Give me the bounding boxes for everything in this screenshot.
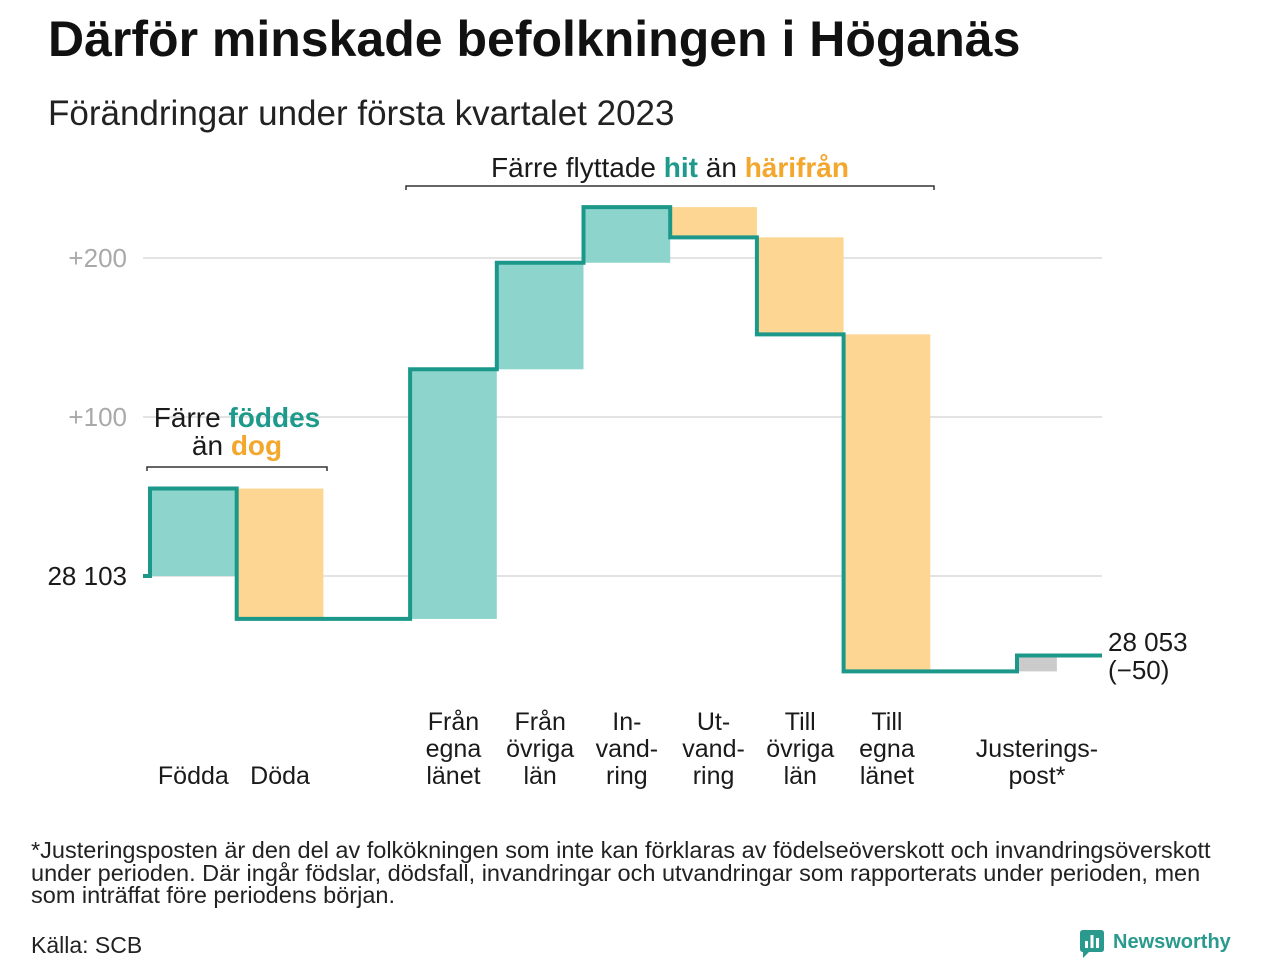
end-net-change: (−50) [1108,654,1170,685]
waterfall-bar [670,207,757,238]
cumulative-step-line [143,205,1102,674]
x-category-label: Ut- vand- ring [682,708,745,790]
waterfall-bar [843,334,931,672]
waterfall-bar [756,237,844,335]
annotation-highlight-decrease: härifrån [744,152,849,183]
end-value-label: 28 053 (−50) [1108,628,1188,684]
y-tick-label: +200 [68,243,127,273]
waterfall-bar [236,488,324,619]
brand-name: Newsworthy [1113,931,1231,953]
step-line-layer [143,205,1102,674]
waterfall-bar [1017,655,1057,672]
annotation-text: Färre [153,402,229,433]
migration-bracket [405,185,935,190]
x-category-label: In- vand- ring [595,708,659,790]
births-deaths-annotation: Färre föddes än dog [137,404,337,460]
annotation-highlight-increase: föddes [228,402,321,433]
waterfall-bar [583,207,671,263]
newsworthy-logo: Newsworthy [1080,930,1240,958]
x-category-label: Justerings- post* [975,735,1099,790]
newsworthy-logo-icon [1080,930,1104,958]
footnote: *Justeringsposten är den del av folkökni… [31,837,1211,908]
migration-annotation: Färre flyttade hit än härifrån [420,154,920,182]
source-credit: Källa: SCB [31,932,143,958]
logo-bar [1090,935,1094,948]
chart-title: Därför minskade befolkningen i Höganäs [48,11,1021,67]
logo-bar [1085,941,1088,948]
x-category-label: Till övriga län [766,708,835,790]
x-category-label: Döda [250,762,310,790]
logo-bar [1096,938,1099,948]
x-category-label: Till egna länet [859,708,915,790]
births-deaths-bracket [146,466,328,471]
x-category-label: Från egna länet [425,708,482,790]
waterfall-bars [150,207,1057,672]
annotation-highlight-increase: hit [663,152,698,183]
waterfall-bar [496,262,584,370]
annotation-text: Färre flyttade [491,152,664,183]
y-tick-label: +100 [68,402,127,432]
annotation-highlight-decrease: dog [230,430,283,461]
x-category-label: Från övriga län [506,708,575,790]
baseline-value-label: 28 103 [47,561,127,591]
chart-subtitle: Förändringar under första kvartalet 2023 [48,94,675,133]
x-category-label: Födda [157,762,229,790]
end-population-value: 28 053 [1108,626,1188,657]
annotation-line: än dog [137,432,337,460]
waterfall-bar [150,488,237,576]
waterfall-bar [410,369,497,619]
annotation-text: än [191,430,231,461]
annotation-text: än [698,152,745,183]
annotation-line: Färre föddes [137,404,337,432]
